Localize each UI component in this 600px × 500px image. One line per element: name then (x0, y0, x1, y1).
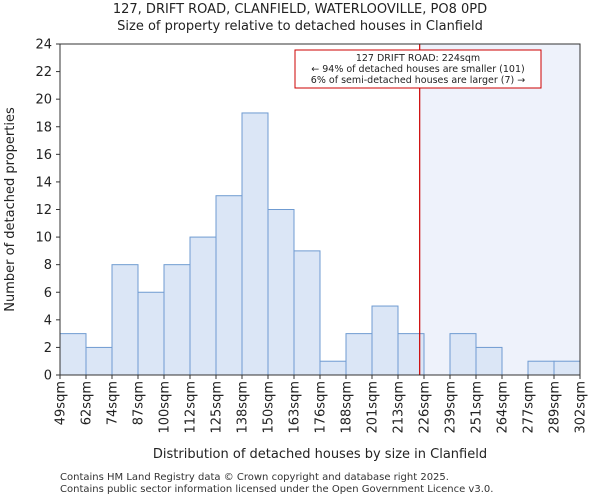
x-tick-label: 125sqm (210, 381, 225, 434)
y-tick-label: 18 (35, 120, 52, 135)
x-tick-label: 201sqm (366, 381, 381, 434)
histogram-bar (449, 333, 477, 376)
x-axis-label: Distribution of detached houses by size … (153, 447, 487, 462)
x-tick-label: 188sqm (340, 381, 355, 434)
x-tick-label: 74sqm (106, 381, 121, 425)
histogram-bar (345, 333, 373, 376)
x-tick-label: 264sqm (496, 381, 511, 434)
histogram-bar (241, 112, 269, 376)
chart-subtitle: Size of property relative to detached ho… (117, 19, 483, 34)
histogram-bar (137, 291, 165, 376)
x-tick-label: 176sqm (314, 381, 329, 434)
histogram-bar (553, 360, 581, 376)
x-tick-label: 100sqm (158, 381, 173, 434)
histogram-bar (475, 346, 503, 376)
histogram-bar (319, 360, 347, 376)
annotation-line: 127 DRIFT ROAD: 224sqm (356, 53, 480, 64)
x-tick-label: 302sqm (574, 381, 589, 434)
x-tick-label: 251sqm (470, 381, 485, 434)
y-tick-label: 10 (35, 231, 52, 246)
larger-region-highlight (419, 44, 580, 375)
footer-line-2: Contains public sector information licen… (60, 484, 494, 495)
x-tick-label: 163sqm (288, 381, 303, 434)
y-tick-label: 12 (35, 203, 52, 218)
y-tick-label: 6 (44, 286, 52, 301)
x-tick-label: 277sqm (522, 381, 537, 434)
y-tick-label: 2 (44, 341, 52, 356)
histogram-bar (59, 333, 87, 376)
footer-line-1: Contains HM Land Registry data © Crown c… (60, 472, 449, 483)
histogram-bar (163, 264, 191, 376)
histogram-bar (85, 346, 113, 376)
x-tick-label: 226sqm (418, 381, 433, 434)
y-tick-label: 8 (44, 258, 52, 273)
x-tick-label: 213sqm (392, 381, 407, 434)
x-tick-label: 49sqm (54, 381, 69, 425)
annotation-line: ← 94% of detached houses are smaller (10… (311, 64, 524, 75)
histogram-bar (527, 360, 555, 376)
y-tick-label: 24 (35, 38, 52, 53)
x-tick-label: 138sqm (236, 381, 251, 434)
chart-title: 127, DRIFT ROAD, CLANFIELD, WATERLOOVILL… (112, 2, 488, 17)
y-tick-label: 20 (35, 93, 52, 108)
annotation-line: 6% of semi-detached houses are larger (7… (311, 75, 525, 86)
x-tick-label: 150sqm (262, 381, 277, 434)
y-tick-label: 14 (35, 175, 52, 190)
histogram-bar (371, 305, 399, 376)
x-tick-label: 289sqm (548, 381, 563, 434)
histogram-bar (293, 250, 321, 376)
x-tick-label: 239sqm (444, 381, 459, 434)
histogram-bar (267, 209, 295, 376)
histogram-bar (189, 236, 217, 376)
histogram-bar (111, 264, 139, 376)
y-tick-label: 22 (35, 65, 52, 80)
annotation-box (294, 49, 542, 89)
histogram-bar (215, 195, 243, 376)
y-tick-label: 4 (44, 313, 52, 328)
y-axis-label: Number of detached properties (3, 107, 18, 312)
y-tick-label: 0 (44, 369, 52, 384)
x-tick-label: 112sqm (184, 381, 199, 434)
y-tick-label: 16 (35, 148, 52, 163)
x-tick-label: 62sqm (80, 381, 95, 425)
x-tick-label: 87sqm (132, 381, 147, 425)
